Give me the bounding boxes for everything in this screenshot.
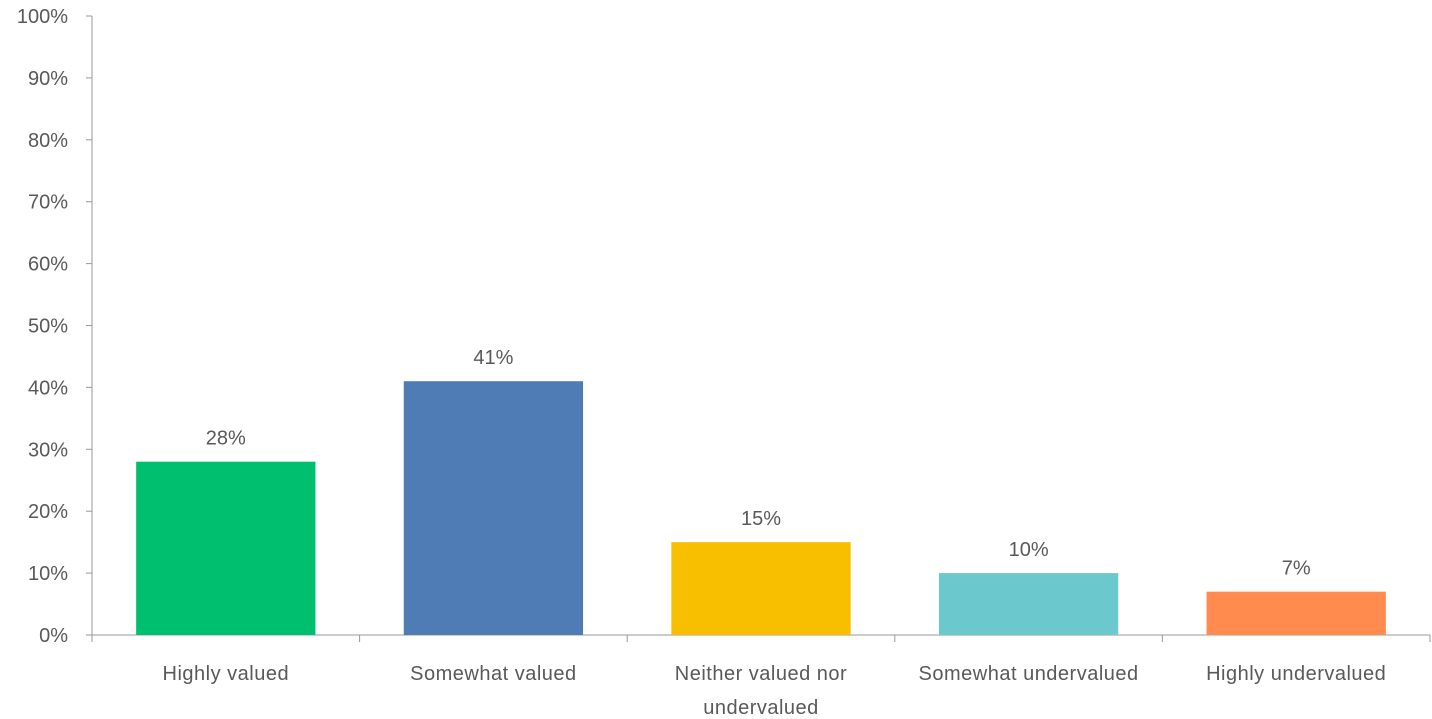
y-tick-label: 10% — [28, 563, 68, 585]
data-label: 41% — [473, 347, 513, 369]
y-tick-label: 20% — [28, 501, 68, 523]
data-label: 28% — [206, 428, 246, 450]
y-tick-label: 60% — [28, 254, 68, 276]
bar — [938, 573, 1119, 635]
y-tick-label: 80% — [28, 130, 68, 152]
x-tick-label: Highly undervalued — [1206, 663, 1386, 685]
y-tick-label: 50% — [28, 316, 68, 338]
y-tick-label: 90% — [28, 68, 68, 90]
x-tick-label: undervalued — [703, 697, 819, 719]
category-labels: Highly valued Somewhat valued Neither valu… — [163, 663, 1386, 719]
data-label: 10% — [1009, 539, 1049, 561]
x-tick-label: Highly valued — [163, 663, 290, 685]
bar — [671, 542, 851, 635]
y-tick-label: 0% — [39, 625, 68, 647]
y-tick-label: 100% — [17, 6, 68, 28]
data-label: 15% — [741, 508, 781, 530]
x-axis — [91, 634, 1431, 642]
bar — [1206, 591, 1386, 635]
y-tick-label: 40% — [28, 377, 68, 399]
bars — [136, 381, 1386, 635]
x-tick-label: Neither valued nor — [675, 663, 847, 685]
x-tick-label: Somewhat undervalued — [919, 663, 1139, 685]
data-labels: 28% 41% 15% 10% 7% — [206, 347, 1311, 579]
bar — [136, 461, 316, 635]
y-tick-label: 70% — [28, 192, 68, 214]
x-tick-label: Somewhat valued — [410, 663, 576, 685]
y-tick-label: 30% — [28, 439, 68, 461]
data-label: 7% — [1282, 558, 1311, 580]
y-axis: 0% 10% 20% 30% 40% 50% 60% 70% 80% 90% 100% — [17, 6, 93, 647]
bar — [403, 381, 584, 635]
